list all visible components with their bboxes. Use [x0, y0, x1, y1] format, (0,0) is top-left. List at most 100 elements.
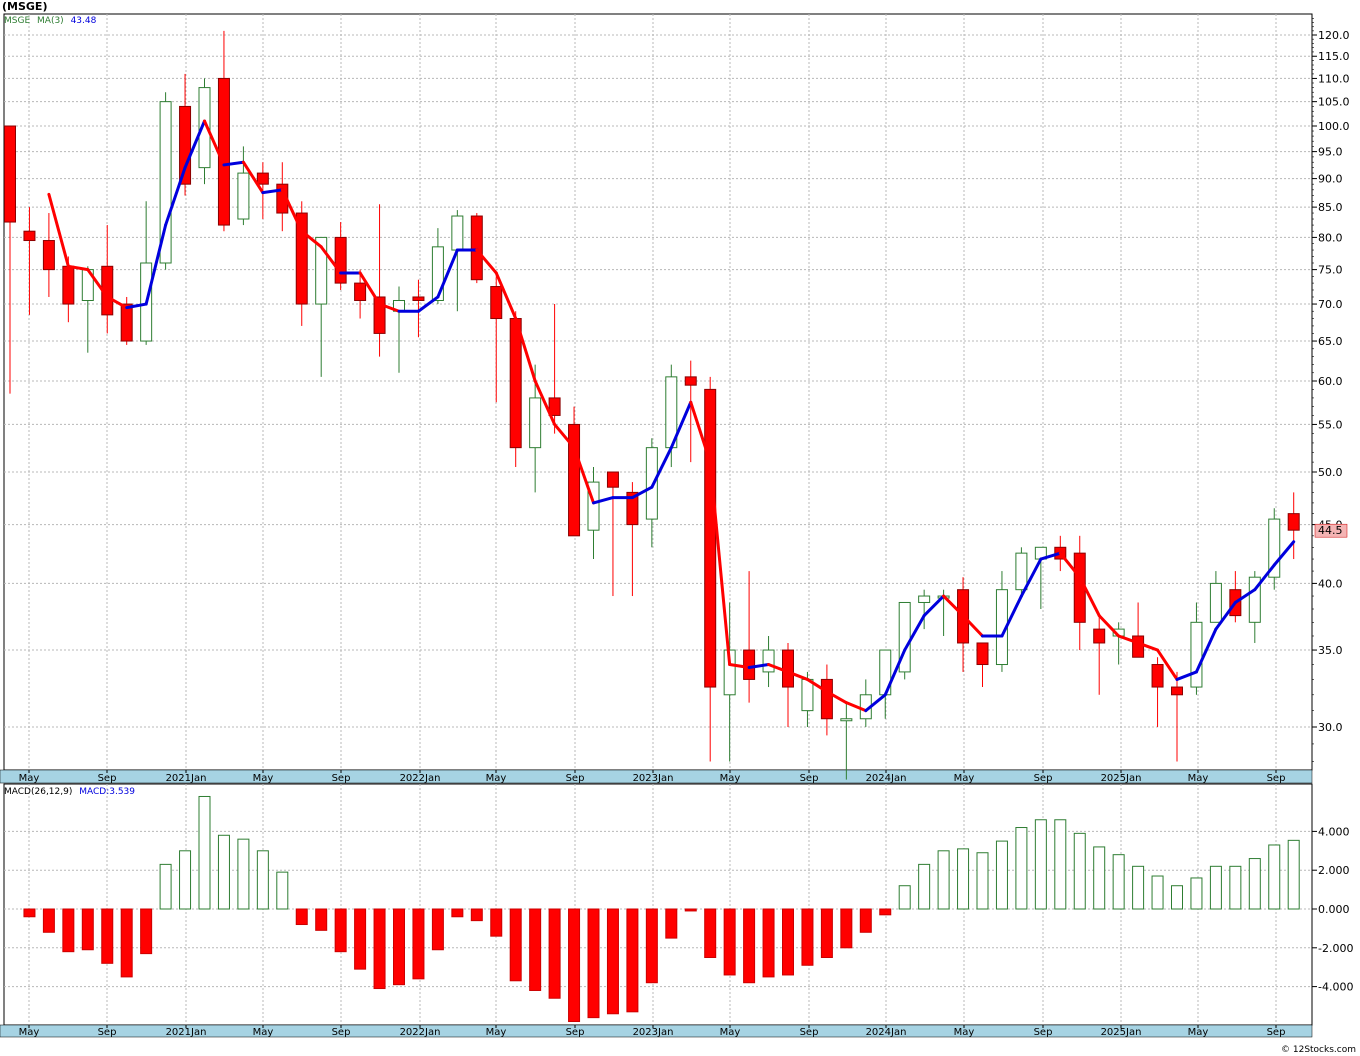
candle-body: [1268, 518, 1281, 578]
symbol-label: MSGE: [4, 16, 31, 26]
macd-bar: [412, 908, 425, 980]
candle: [645, 438, 658, 548]
ma3-segment: [942, 594, 965, 618]
date-tick-label: May: [1188, 773, 1209, 784]
macd-bar: [217, 834, 230, 910]
ma3-segment: [125, 302, 148, 310]
date-tick-label: 2025Jan: [1101, 1027, 1142, 1038]
candle: [315, 236, 328, 377]
candle-body: [1132, 635, 1145, 658]
candle-body: [840, 718, 853, 722]
macd-value: MACD:3.539: [79, 787, 136, 797]
ma3-segment: [825, 690, 848, 705]
candle: [1015, 547, 1028, 597]
macd-bar: [879, 908, 892, 916]
candle-body: [898, 601, 911, 673]
ma3-segment: [280, 188, 304, 233]
candle-body: [587, 481, 600, 531]
candle: [626, 482, 639, 597]
candle: [334, 222, 347, 290]
ma3-segment: [572, 446, 595, 505]
candle: [23, 207, 36, 315]
candle: [237, 146, 250, 226]
macd-bar: [684, 908, 697, 912]
date-tick-label: Sep: [566, 773, 585, 784]
ma3-segment: [144, 223, 168, 306]
price-tick-label: 95.0: [1318, 146, 1343, 159]
price-tick-label: 105.0: [1318, 96, 1350, 109]
macd-bar: [295, 908, 308, 926]
date-tick-label: May: [19, 773, 40, 784]
ma3-segment: [514, 317, 537, 383]
ma3-segment: [689, 400, 712, 464]
macd-bar: [101, 908, 114, 964]
candle-body: [159, 101, 172, 264]
macd-tick-label: -4.000: [1318, 981, 1353, 994]
macd-bar: [81, 908, 94, 951]
candle-body: [548, 397, 561, 416]
candle: [1268, 508, 1281, 590]
candle-body: [431, 246, 444, 301]
macd-bar: [1054, 819, 1067, 910]
macd-bar: [1034, 819, 1047, 910]
ma3-segment: [1272, 540, 1296, 567]
date-tick-label: May: [486, 1027, 507, 1038]
candle-body: [509, 318, 522, 449]
macd-bar: [1209, 865, 1222, 910]
candle-body: [451, 215, 464, 251]
ma3-segment: [164, 166, 187, 227]
ma3-segment: [883, 648, 907, 697]
price-tick-label: 70.0: [1318, 298, 1343, 311]
ma3-segment: [903, 614, 926, 652]
chart-title: (MSGE): [2, 0, 48, 13]
macd-bar: [198, 795, 211, 910]
date-tick-label: Sep: [98, 1027, 117, 1038]
candle-body: [334, 236, 347, 284]
ma3-segment: [864, 693, 887, 713]
date-tick-label: May: [253, 1027, 274, 1038]
macd-bar: [782, 908, 794, 976]
macd-bar: [276, 871, 289, 910]
macd-tick-label: 0.000: [1318, 903, 1350, 916]
ma3-segment: [241, 160, 265, 195]
ma3-segment: [669, 400, 693, 450]
macd-bar: [529, 908, 542, 991]
price-tick-label: 90.0: [1318, 173, 1343, 186]
macd-bar: [626, 908, 639, 1013]
candle-body: [373, 296, 386, 334]
candle-body: [1287, 513, 1300, 531]
macd-bar: [1190, 877, 1203, 910]
macd-bar: [354, 908, 367, 970]
date-tick-label: Sep: [1267, 1027, 1286, 1038]
macd-bar: [587, 908, 600, 1019]
candle: [373, 204, 386, 357]
candle-body: [198, 87, 211, 169]
ma3-segment: [961, 614, 984, 638]
date-tick-label: Sep: [332, 773, 351, 784]
candle-body: [1248, 576, 1261, 623]
ma3-segment: [66, 264, 90, 272]
macd-bar: [1151, 875, 1164, 910]
price-tick-label: 100.0: [1318, 120, 1350, 133]
candle-body: [704, 388, 717, 688]
candle-body: [762, 649, 775, 673]
ma3-segment: [533, 379, 557, 426]
candle-body: [179, 105, 192, 185]
candle: [470, 213, 483, 284]
macd-bar: [1171, 885, 1183, 910]
macd-bar: [1093, 846, 1106, 910]
ma3-segment: [319, 245, 343, 275]
candle: [568, 406, 581, 537]
candle-body: [743, 649, 756, 680]
price-tick-label: 65.0: [1318, 335, 1343, 348]
date-tick-label: May: [19, 1027, 40, 1038]
ma3-segment: [1233, 588, 1257, 604]
macd-bar: [373, 908, 386, 990]
candle: [159, 92, 172, 270]
price-date-axis: [0, 769, 1313, 784]
candle-body: [470, 215, 483, 281]
candle: [42, 213, 55, 297]
macd-bar: [120, 908, 133, 978]
candle-body: [918, 595, 931, 603]
